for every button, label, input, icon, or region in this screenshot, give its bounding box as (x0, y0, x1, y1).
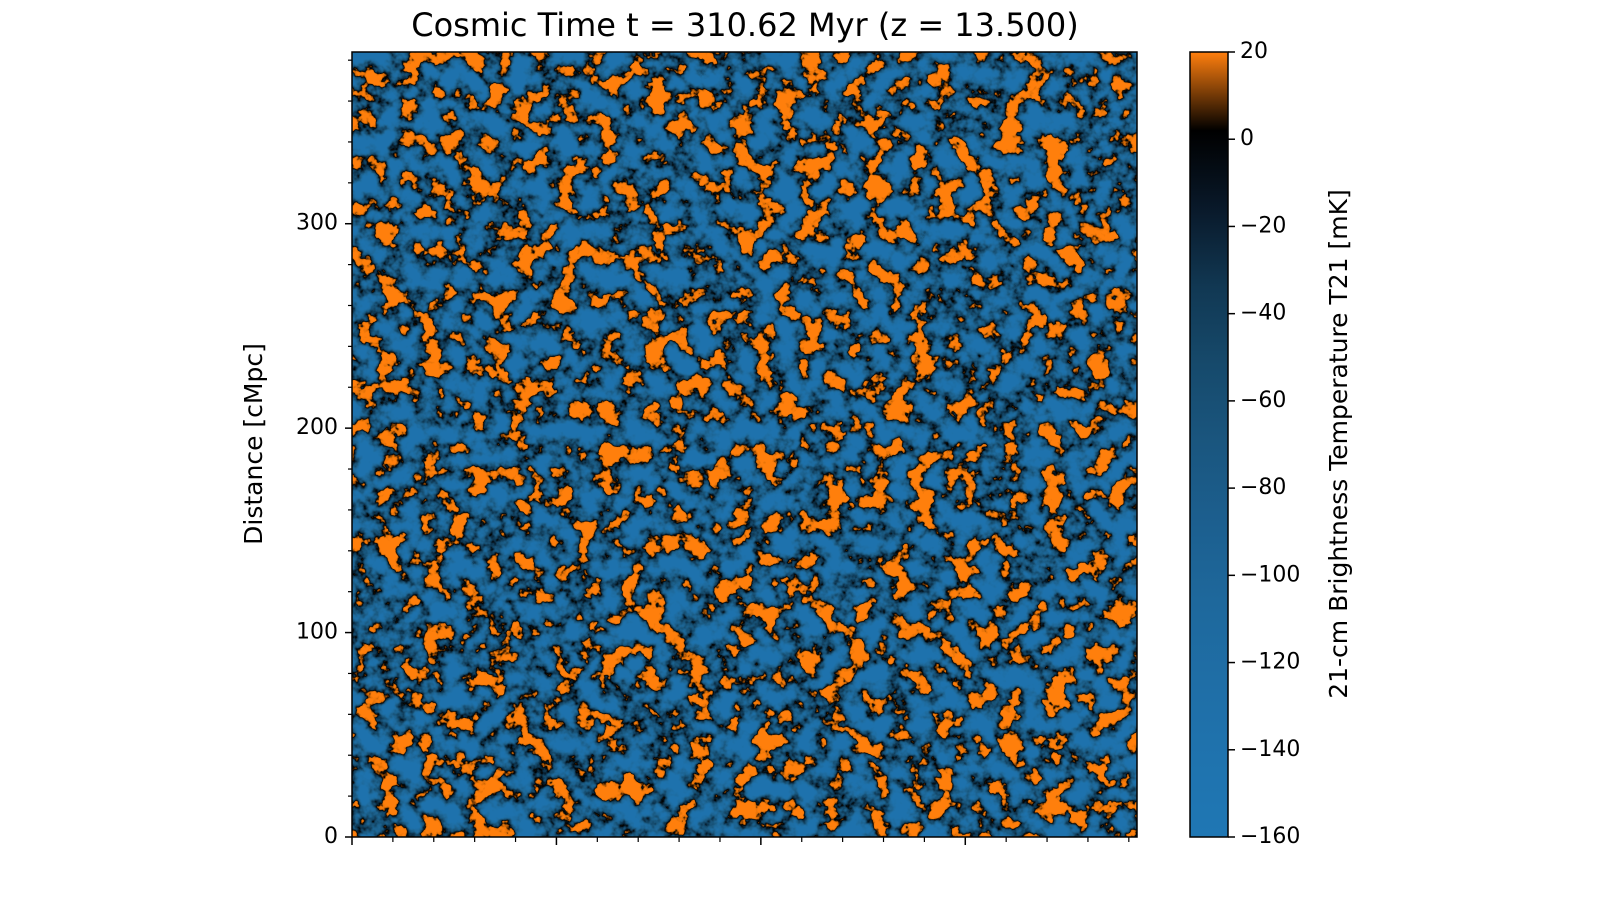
plot-frame (351, 51, 1138, 838)
y-tick-label: 200 (296, 415, 338, 440)
colorbar-tick-label: −60 (1240, 388, 1286, 413)
y-tick-label: 300 (296, 211, 338, 236)
y-axis-label: Distance [cMpc] (239, 343, 268, 545)
colorbar (1189, 51, 1229, 838)
heatmap-image (352, 52, 1137, 837)
colorbar-tick-label: −20 (1240, 213, 1286, 238)
colorbar-tick-label: −160 (1240, 824, 1300, 849)
colorbar-tick-label: −100 (1240, 562, 1300, 587)
chart-title: Cosmic Time t = 310.62 Myr (z = 13.500) (411, 6, 1079, 44)
colorbar-tick-label: −40 (1240, 301, 1286, 326)
colorbar-tick-label: 0 (1240, 126, 1254, 151)
colorbar-label: 21-cm Brightness Temperature T21 [mK] (1324, 189, 1353, 699)
colorbar-tick-label: −140 (1240, 737, 1300, 762)
colorbar-tick-label: 20 (1240, 39, 1268, 64)
colorbar-tick-label: −80 (1240, 475, 1286, 500)
y-tick-label: 0 (324, 824, 338, 849)
y-tick-label: 100 (296, 620, 338, 645)
colorbar-tick-label: −120 (1240, 650, 1300, 675)
